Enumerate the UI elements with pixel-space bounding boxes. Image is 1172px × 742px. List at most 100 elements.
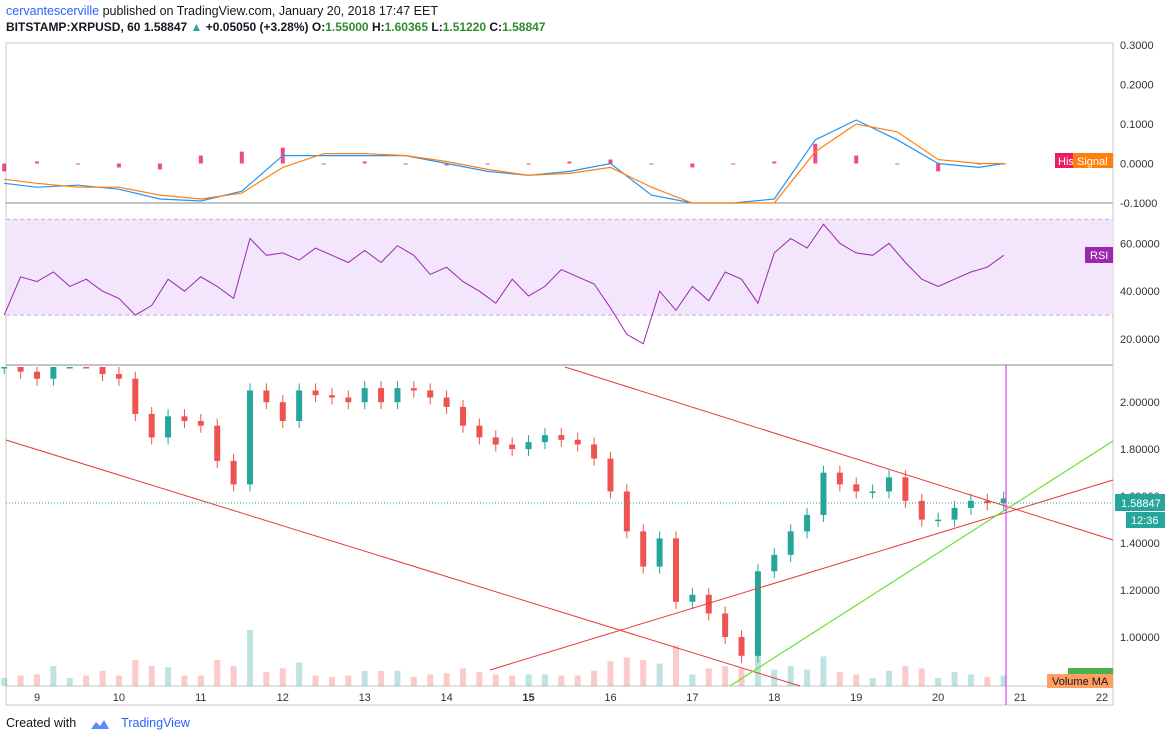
- macd-hist-bar: [772, 161, 777, 164]
- volume-bar: [525, 674, 532, 686]
- volume-bar: [787, 666, 794, 686]
- countdown-label-box: [1126, 512, 1165, 528]
- date-tick-label: 16: [604, 692, 616, 704]
- candle-body: [328, 395, 335, 398]
- candle-body: [263, 390, 270, 403]
- candle-body: [722, 613, 729, 638]
- macd-hist-bar: [157, 163, 162, 170]
- rsi-tick-label: 60.0000: [1120, 238, 1160, 250]
- date-tick-label: 13: [359, 692, 371, 704]
- price-pane: [1, 367, 1007, 686]
- volume-bar: [722, 666, 729, 686]
- volume-bar: [197, 675, 204, 686]
- candle-body: [935, 519, 942, 522]
- candle-body: [99, 367, 106, 375]
- candle-body: [591, 444, 598, 459]
- axes: 0.3000 0.2000 0.1000 0.0000 -0.1000 60.0000 40…: [34, 40, 1160, 704]
- macd-hist-bar: [526, 163, 531, 165]
- volume-bar: [476, 672, 483, 686]
- last-price-label-box: [1115, 494, 1165, 511]
- volume-bar: [50, 666, 57, 686]
- volume-bar: [804, 669, 811, 686]
- candle-body: [754, 571, 761, 656]
- date-tick-label: 14: [440, 692, 452, 704]
- volume-bar: [689, 674, 696, 686]
- candle-body: [279, 402, 286, 422]
- rsi-tick-label: 20.0000: [1120, 334, 1160, 346]
- volume-bar: [967, 674, 974, 686]
- candle-body: [509, 444, 516, 450]
- macd-hist-bar: [895, 163, 900, 165]
- date-tick-label: 21: [1014, 692, 1026, 704]
- date-tick-label: 9: [34, 692, 40, 704]
- price-tick-label: 1.80000: [1120, 444, 1160, 456]
- volume-bar: [115, 675, 122, 686]
- candle-body: [443, 397, 450, 407]
- candle-body: [492, 437, 499, 445]
- volume-bar: [460, 668, 466, 686]
- candle-body: [197, 421, 204, 426]
- macd-hist-bar: [731, 163, 736, 165]
- candle-body: [574, 439, 581, 445]
- volume-bar: [656, 663, 663, 686]
- date-tick-label: 15: [522, 692, 534, 704]
- candle-body: [34, 371, 40, 379]
- macd-hist-bar: [567, 161, 572, 164]
- date-tick-label: 20: [932, 692, 944, 704]
- volume-bar: [673, 645, 679, 686]
- candle-body: [476, 425, 483, 438]
- volume-bar: [148, 666, 155, 686]
- volume-bar: [984, 676, 991, 686]
- tradingview-link[interactable]: TradingView: [121, 716, 190, 730]
- candle-body: [705, 594, 712, 614]
- author-link[interactable]: cervantescerville: [6, 4, 100, 18]
- macd-hist-bar: [854, 155, 859, 164]
- trendline-rising-support[interactable]: [489, 479, 1114, 671]
- candle-body: [83, 367, 90, 369]
- macd-tick-label: 0.0000: [1120, 159, 1154, 171]
- tradingview-cloud-icon: [90, 719, 109, 729]
- candle-body: [804, 514, 811, 532]
- trendline-upper-resistance[interactable]: [564, 366, 1114, 541]
- candle-body: [918, 500, 925, 520]
- candle-body: [17, 367, 24, 372]
- low-label: L:: [431, 20, 443, 34]
- publish-line: cervantescerville published on TradingVi…: [6, 3, 545, 19]
- volume-bar: [279, 668, 286, 686]
- trendline-green[interactable]: [729, 440, 1114, 687]
- candle-body: [1, 367, 8, 369]
- volume-bar: [820, 656, 827, 686]
- candle-body: [50, 367, 57, 379]
- hist-legend-text: Hist: [1058, 156, 1077, 168]
- date-tick-label: 18: [768, 692, 780, 704]
- volume-bar: [509, 675, 516, 686]
- macd-hist-bar: [2, 163, 7, 172]
- candle-body: [607, 458, 614, 492]
- low-value: 1.51220: [442, 20, 487, 34]
- rsi-pane: [3, 223, 1004, 345]
- volume-ma-legend-text: Volume MA: [1052, 676, 1109, 688]
- candle-body: [787, 531, 794, 555]
- candle-body: [820, 472, 827, 515]
- macd-tick-label: 0.3000: [1120, 40, 1154, 52]
- date-tick-label: 17: [686, 692, 698, 704]
- candle-body: [247, 390, 253, 485]
- candle-body: [132, 378, 139, 414]
- macd-hist-bar: [321, 163, 326, 165]
- volume-bar: [935, 678, 942, 686]
- volume-bar: [623, 657, 630, 686]
- countdown-label: 12:36: [1131, 515, 1159, 527]
- candle-body: [361, 388, 368, 403]
- candle-body: [656, 538, 663, 567]
- volume-bar: [410, 676, 417, 686]
- macd-hist-bar: [116, 163, 121, 168]
- volume-bar: [230, 666, 237, 686]
- macd-hist-bar: [936, 163, 941, 172]
- open-label: O:: [311, 20, 326, 34]
- candle-body: [738, 637, 745, 656]
- trendline-lower-channel[interactable]: [5, 439, 801, 687]
- volume-bar: [492, 674, 499, 686]
- candle-body: [869, 491, 876, 493]
- last-price: 1.58847: [143, 20, 188, 34]
